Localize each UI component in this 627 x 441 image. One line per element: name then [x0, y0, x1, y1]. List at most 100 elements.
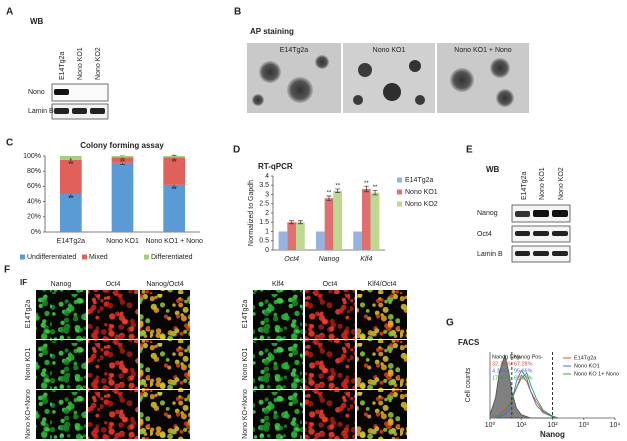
x-tick-label: 10⁰: [485, 421, 496, 429]
row-label: Nono KO+Nono: [242, 389, 249, 439]
y-tick-label: 2.5: [259, 201, 269, 208]
legend-swatch: [20, 254, 25, 260]
legend-label: Nono KO1: [405, 189, 438, 196]
bar: [59, 159, 82, 194]
y-tick-label: 0%: [31, 229, 41, 236]
gate-percent: 17.40%: [492, 375, 511, 381]
legend-label: Undifferentiated: [27, 254, 76, 261]
lane-label: Nono KO2: [95, 47, 102, 80]
row-label: Lamin B: [477, 251, 503, 258]
bar: [287, 222, 297, 250]
blot: [51, 83, 109, 120]
x-tick-label: Klf4: [360, 256, 372, 263]
error-bar: [297, 220, 303, 225]
panel-title: WB: [486, 165, 500, 174]
if-image: [305, 340, 355, 389]
if-image: [88, 390, 138, 439]
ap-images: [247, 43, 529, 113]
gate-label: Nanog Pos-: [514, 354, 543, 360]
error-bar: [335, 188, 341, 193]
if-image: [140, 390, 190, 439]
bar: [296, 222, 305, 250]
y-tick-label: 1: [265, 228, 269, 235]
legend-label: E14Tg2a: [574, 355, 597, 361]
significance: **: [335, 184, 340, 190]
band: [54, 108, 69, 114]
legend-swatch: [397, 177, 402, 183]
bar: [111, 156, 134, 158]
if-image: [253, 290, 303, 339]
y-tick-label: 100%: [23, 153, 41, 160]
gate-percent: 4.34%: [492, 368, 508, 374]
column-label: Klf4/Oct4: [368, 281, 397, 288]
x-tick-label: 10²: [547, 422, 558, 429]
bar: [370, 192, 380, 250]
blot: [511, 204, 571, 263]
row-label: Nono KO+Nono: [25, 389, 32, 439]
bar: [315, 231, 325, 250]
bar: [111, 162, 134, 232]
panel-letter: G: [446, 318, 454, 329]
legend-label: Differentiated: [151, 254, 193, 261]
y-axis-label: Cell counts: [465, 367, 472, 402]
y-tick-label: 0.5: [259, 238, 269, 245]
histogram-line: [489, 374, 559, 419]
gate-percent: 32.72%: [492, 361, 511, 367]
x-tick-label: Oct4: [284, 256, 299, 263]
band: [90, 108, 105, 114]
panel-letter: D: [233, 145, 240, 156]
if-image: [88, 290, 138, 339]
histogram-line: [489, 372, 559, 419]
gate-percent: 82.60%: [514, 375, 533, 381]
panel-title: AP staining: [250, 27, 294, 36]
legend-swatch: [144, 254, 149, 260]
lane-label: E14Tg2a: [521, 171, 528, 200]
colony: [450, 68, 474, 92]
chart-title: Colony forming assay: [80, 141, 164, 150]
significance: **: [172, 187, 177, 193]
bar: [111, 157, 134, 163]
band: [533, 210, 549, 217]
row-label: Nono: [28, 89, 45, 96]
row-label: Nono KO1: [25, 348, 32, 381]
histogram-area: [489, 353, 559, 419]
x-tick-label: Nanog: [319, 256, 340, 263]
bar: [163, 156, 186, 158]
legend-label: Mixed: [89, 254, 108, 261]
band: [533, 231, 549, 236]
if-image: [140, 340, 190, 389]
if-image: [36, 290, 86, 339]
x-tick-label: Nono KO1 + Nono: [145, 238, 203, 245]
significance: **: [373, 185, 378, 191]
image-label: E14Tg2a: [280, 47, 309, 54]
column-label: Nanog: [51, 281, 72, 288]
row-label: Lamin B: [28, 108, 54, 115]
y-tick-label: 3: [265, 191, 269, 198]
colony: [353, 95, 363, 105]
y-tick-label: 60%: [27, 183, 41, 190]
colony: [287, 77, 313, 103]
lane-label: Nono KO2: [558, 167, 565, 200]
significance: **: [327, 191, 332, 197]
significance: **: [68, 197, 73, 203]
band: [552, 251, 568, 256]
bar: [163, 184, 186, 232]
y-axis-label: Normalized to Gapdh: [248, 180, 255, 246]
bar: [333, 190, 343, 250]
if-image: [36, 340, 86, 389]
if-image: [305, 390, 355, 439]
row-label: E14Tg2a: [242, 300, 249, 329]
band: [515, 251, 530, 256]
colony: [358, 63, 372, 77]
x-tick-label: 10⁴: [610, 422, 621, 429]
lane-label: E14Tg2a: [59, 51, 66, 80]
gate-percent: 95.66%: [514, 368, 533, 374]
chart-title: RT-qPCR: [258, 162, 293, 171]
histogram-line: [490, 369, 559, 419]
y-tick-label: 4: [265, 173, 269, 180]
column-label: Nanog/Oct4: [146, 281, 183, 288]
legend-label: Nono KO2: [405, 201, 438, 208]
panel-letter: C: [6, 138, 13, 149]
if-images: [36, 290, 407, 439]
